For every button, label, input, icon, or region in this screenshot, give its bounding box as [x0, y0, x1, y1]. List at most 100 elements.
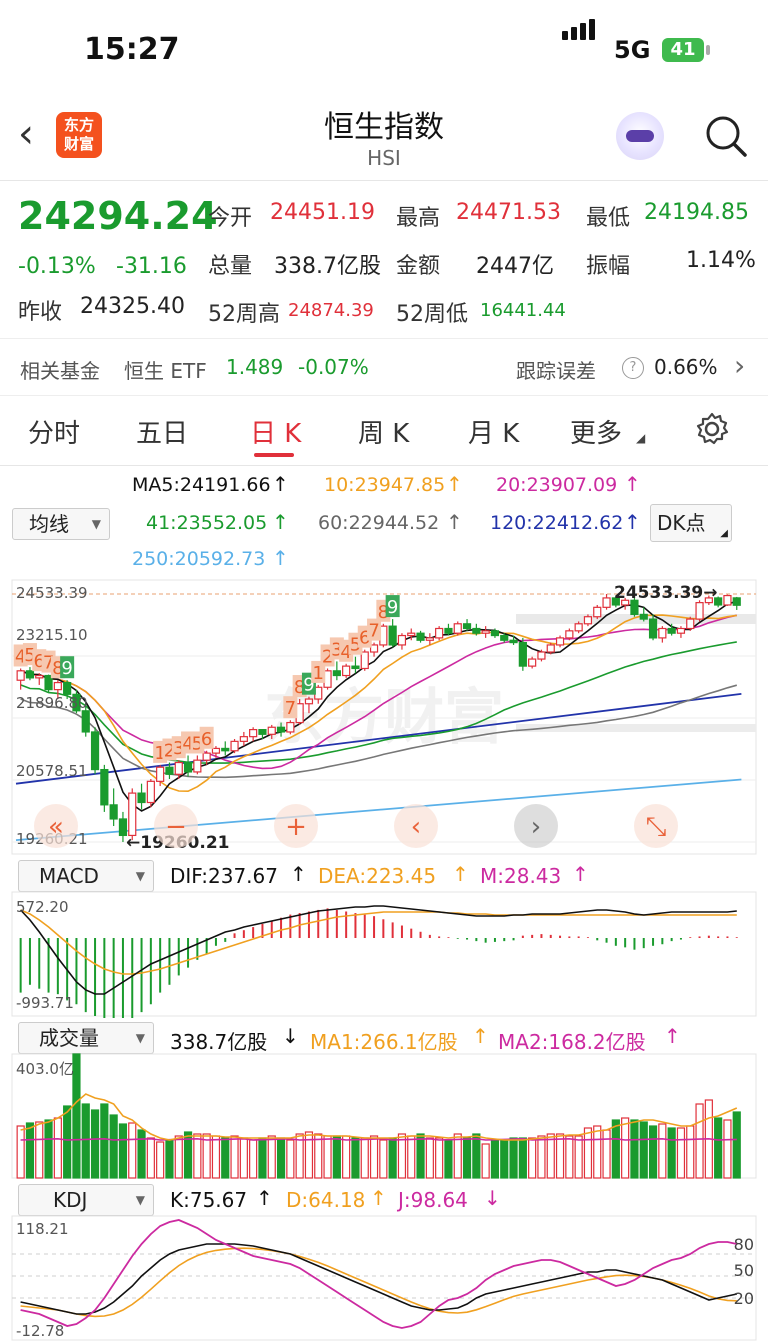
ma5-line [20, 600, 738, 812]
dk-point-button[interactable]: DK点 ◢ [650, 504, 732, 542]
volume-bar [435, 1137, 444, 1179]
ma20-line [20, 614, 737, 770]
low-label: 最低 [586, 206, 631, 231]
candle-body [462, 623, 472, 630]
seq-label: 7 [43, 653, 54, 674]
tab-daily-k[interactable]: 日 K [250, 419, 302, 449]
volume-bar [35, 1121, 44, 1179]
volume-bar [351, 1137, 360, 1179]
candle-body [453, 623, 462, 634]
volume-bar [230, 1135, 239, 1179]
nav-header: ‹ 东方 财富 恒生指数 HSI [0, 96, 768, 181]
kdj-y-bottom: -12.78 [16, 1322, 64, 1340]
kdj-y-top: 118.21 [16, 1220, 69, 1238]
candle-body [732, 597, 741, 606]
volume-value: 338.7亿股 [274, 254, 381, 279]
active-tab-indicator [254, 453, 294, 457]
candle-body [388, 625, 397, 646]
candle-body [639, 613, 648, 620]
volume-bar [686, 1125, 695, 1179]
candle-body [118, 818, 128, 837]
volume-bar [174, 1135, 183, 1179]
low52-label: 52周低 [396, 302, 468, 327]
fullscreen-button[interactable]: ⤡ [634, 804, 678, 848]
assistant-robot-icon[interactable] [616, 112, 664, 160]
candle-body [211, 747, 221, 754]
candle-body [648, 618, 658, 639]
volume-bar [44, 1119, 53, 1179]
tab-five-day[interactable]: 五日 [136, 419, 189, 449]
vol-ma1: MA1:266.1亿股 [310, 1030, 458, 1054]
kdj-selector[interactable]: KDJ ▼ [18, 1184, 154, 1216]
volume-bar [574, 1135, 583, 1179]
search-icon[interactable] [704, 114, 748, 158]
ma60-line [20, 684, 738, 779]
seq-label-bg [283, 696, 298, 719]
candlestick-chart[interactable]: 东方财富45678912345678912345678924533.392321… [0, 578, 768, 858]
volume-down-arrow: ↓ [282, 1024, 299, 1048]
volume-bar [416, 1133, 425, 1179]
scroll-right-button[interactable]: › [514, 804, 558, 848]
scroll-left-button[interactable]: ‹ [394, 804, 438, 848]
candle-body [565, 630, 574, 639]
tab-weekly-k[interactable]: 周 K [358, 419, 410, 449]
volume-bar [183, 1131, 193, 1179]
volume-bar [714, 1117, 723, 1179]
vol-ma1-up-arrow: ↑ [472, 1024, 489, 1048]
volume-bar [379, 1139, 388, 1179]
zoom-out-button[interactable]: − [154, 804, 198, 848]
seq-label: 7 [368, 621, 379, 642]
scroll-left-fast-button[interactable]: « [34, 804, 78, 848]
vol-ma2: MA2:168.2亿股 [498, 1030, 646, 1054]
ma-selector[interactable]: 均线 ▼ [12, 508, 110, 540]
tab-monthly-k[interactable]: 月 K [468, 419, 520, 449]
seq-label: 1 [313, 663, 324, 684]
y-axis-label: 21896.80 [16, 694, 88, 712]
d-up-arrow: ↑ [370, 1186, 387, 1210]
volume-bar [128, 1122, 137, 1179]
volume-bar [72, 1053, 81, 1179]
macd-chart[interactable]: 572.20 -993.71 [0, 890, 768, 1018]
candle-body [267, 726, 276, 735]
volume-chart[interactable]: 403.0亿 [0, 1052, 768, 1180]
macd-selector[interactable]: MACD ▼ [18, 860, 154, 892]
amount-label: 金额 [396, 254, 441, 279]
candle-body [667, 627, 676, 634]
macd-y-bottom: -993.71 [16, 994, 74, 1012]
kdj-chart[interactable]: 118.21 -12.78 80 50 20 [0, 1214, 768, 1341]
low52-value: 16441.44 [480, 300, 566, 321]
candle-body [25, 670, 35, 679]
settings-gear-icon[interactable] [694, 411, 730, 447]
zoom-in-button[interactable]: + [274, 804, 318, 848]
dropdown-caret-icon: ▼ [135, 869, 145, 883]
tab-more[interactable]: 更多 [570, 419, 623, 449]
volume-bar [53, 1117, 62, 1179]
kdj-d: D:64.18 [286, 1188, 366, 1212]
battery-level: 41 [670, 39, 696, 60]
volume-bar [509, 1137, 518, 1179]
y-axis-label: 23215.10 [16, 626, 88, 644]
volume-selector[interactable]: 成交量 ▼ [18, 1022, 154, 1054]
chevron-right-icon[interactable]: › [734, 349, 746, 382]
back-icon[interactable]: ‹ [18, 111, 34, 157]
seq-label: 8 [378, 602, 389, 623]
button-circle [634, 804, 678, 848]
help-icon[interactable]: ? [622, 357, 644, 379]
button-glyph: + [285, 812, 307, 842]
dea-up-arrow: ↑ [452, 862, 469, 886]
ma10-line [20, 614, 737, 793]
related-fund-row[interactable]: 相关基金 恒生 ETF 1.489 -0.07% 跟踪误差 ? 0.66% › [0, 338, 768, 396]
candle-body [714, 597, 723, 606]
tab-intraday[interactable]: 分时 [28, 419, 81, 449]
candle-body [611, 597, 620, 606]
volume-bar [276, 1137, 286, 1179]
candle-body [258, 729, 267, 735]
candle-body [156, 766, 165, 782]
candle-body [676, 627, 686, 634]
volume-bar [100, 1103, 109, 1179]
button-circle [274, 804, 318, 848]
volume-label: 总量 [208, 254, 253, 279]
high-label: 最高 [396, 206, 441, 231]
macd-dif: DIF:237.67 [170, 864, 278, 888]
seq-label: 3 [173, 738, 184, 759]
